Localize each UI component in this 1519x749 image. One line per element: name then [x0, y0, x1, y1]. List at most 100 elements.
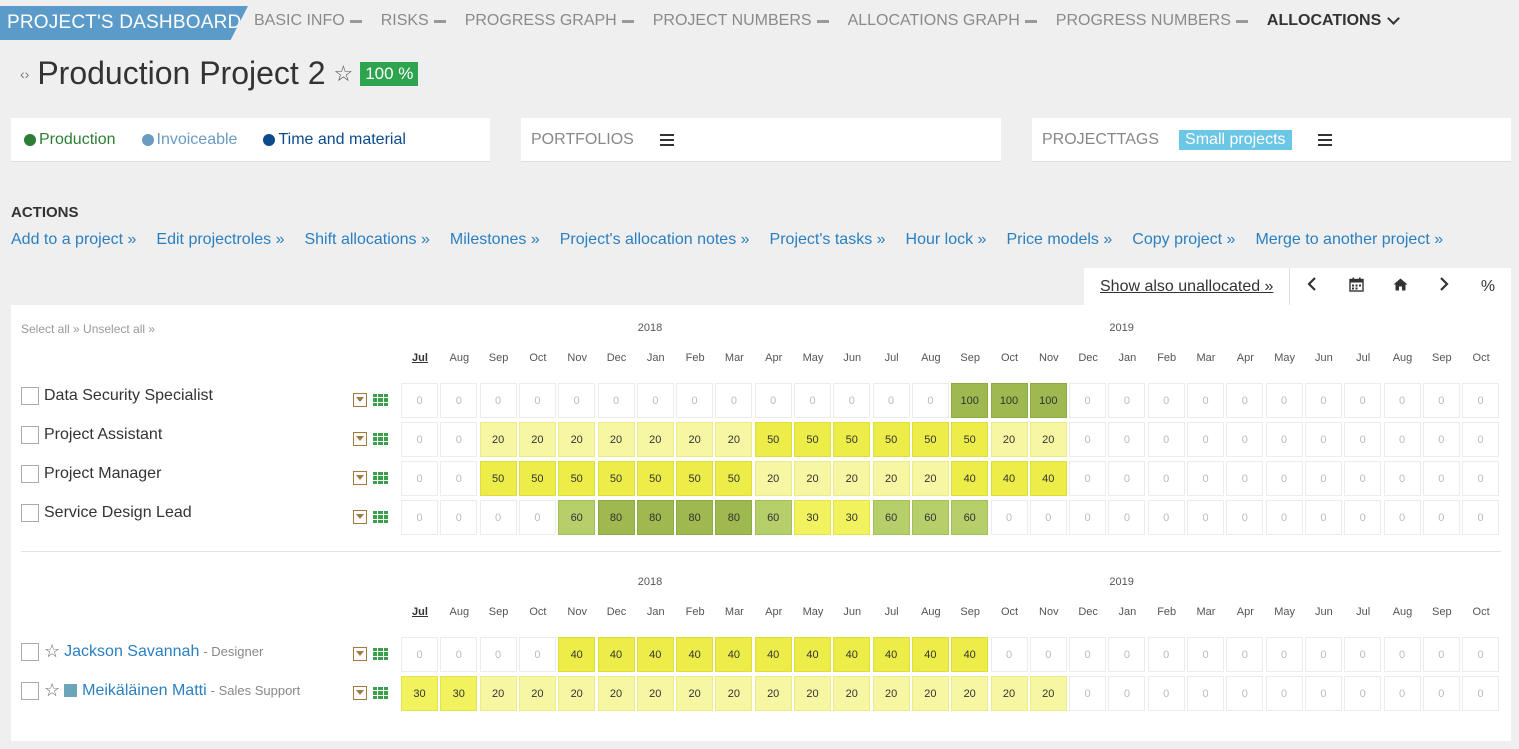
- allocation-cell[interactable]: 0: [401, 637, 438, 672]
- tab-basic-info[interactable]: BASIC INFO: [254, 12, 362, 30]
- allocation-cell[interactable]: 20: [597, 422, 635, 457]
- grid-view-icon[interactable]: [373, 394, 388, 406]
- allocation-cell[interactable]: 20: [911, 461, 949, 496]
- next-period-icon[interactable]: [1422, 277, 1466, 296]
- allocation-cell[interactable]: 0: [1029, 500, 1067, 535]
- allocation-cell[interactable]: 20: [754, 461, 792, 496]
- tab-risks[interactable]: RISKS: [381, 12, 446, 30]
- allocation-cell[interactable]: 0: [1344, 422, 1382, 457]
- tab-progress-graph[interactable]: PROGRESS GRAPH: [465, 12, 634, 30]
- allocation-cell[interactable]: 0: [1108, 383, 1146, 418]
- action-link[interactable]: Project's allocation notes »: [559, 231, 750, 248]
- role-checkbox[interactable]: [21, 504, 39, 522]
- allocation-cell[interactable]: 0: [1069, 637, 1107, 672]
- allocation-cell[interactable]: 0: [794, 383, 831, 418]
- allocation-cell[interactable]: 0: [1147, 422, 1185, 457]
- allocation-cell[interactable]: 0: [1344, 500, 1382, 535]
- allocation-cell[interactable]: 40: [951, 461, 989, 496]
- allocation-cell[interactable]: 20: [676, 422, 714, 457]
- allocation-cell[interactable]: 20: [1029, 422, 1067, 457]
- allocation-cell[interactable]: 0: [401, 500, 438, 535]
- allocation-cell[interactable]: 0: [1462, 422, 1500, 457]
- allocation-cell[interactable]: 0: [1029, 637, 1067, 672]
- allocation-cell[interactable]: 0: [1422, 500, 1460, 535]
- allocation-cell[interactable]: 20: [715, 422, 753, 457]
- allocation-cell[interactable]: 0: [1226, 676, 1264, 711]
- action-link[interactable]: Milestones »: [449, 231, 540, 248]
- tab-allocations[interactable]: ALLOCATIONS: [1267, 12, 1401, 30]
- allocation-cell[interactable]: 0: [1422, 676, 1460, 711]
- allocation-cell[interactable]: 0: [1187, 383, 1224, 418]
- allocation-cell[interactable]: 0: [1304, 500, 1342, 535]
- star-icon[interactable]: ☆: [44, 680, 61, 700]
- allocation-cell[interactable]: 20: [518, 422, 556, 457]
- allocation-cell[interactable]: 50: [715, 461, 753, 496]
- allocation-cell[interactable]: 0: [1383, 500, 1421, 535]
- projecttag-badge[interactable]: Small projects: [1179, 129, 1292, 150]
- action-link[interactable]: Merge to another project »: [1255, 231, 1444, 248]
- allocation-cell[interactable]: 50: [479, 461, 517, 496]
- action-link[interactable]: Hour lock »: [905, 231, 987, 248]
- allocation-cell[interactable]: 0: [1187, 676, 1224, 711]
- person-checkbox[interactable]: [21, 681, 39, 700]
- grid-view-icon[interactable]: [373, 511, 388, 523]
- allocation-cell[interactable]: 20: [479, 676, 517, 711]
- allocation-cell[interactable]: 0: [1265, 637, 1303, 672]
- expand-dropdown-icon[interactable]: [353, 686, 367, 700]
- allocation-cell[interactable]: 0: [1422, 422, 1460, 457]
- allocation-cell[interactable]: 50: [833, 422, 871, 457]
- allocation-cell[interactable]: 60: [754, 500, 792, 535]
- allocation-cell[interactable]: 0: [715, 383, 753, 418]
- expand-dropdown-icon[interactable]: [353, 647, 367, 661]
- allocation-cell[interactable]: 0: [1422, 461, 1460, 496]
- action-link[interactable]: Price models »: [1006, 231, 1113, 248]
- allocation-cell[interactable]: 0: [1383, 461, 1421, 496]
- expand-dropdown-icon[interactable]: [353, 471, 367, 485]
- allocation-cell[interactable]: 40: [597, 637, 635, 672]
- allocation-cell[interactable]: 0: [597, 383, 635, 418]
- allocation-cell[interactable]: 0: [1462, 637, 1500, 672]
- allocation-cell[interactable]: 20: [715, 676, 753, 711]
- allocation-cell[interactable]: 0: [440, 637, 478, 672]
- allocation-cell[interactable]: 0: [1462, 500, 1500, 535]
- allocation-cell[interactable]: 40: [676, 637, 714, 672]
- allocation-cell[interactable]: 40: [1029, 461, 1067, 496]
- allocation-cell[interactable]: 100: [951, 383, 989, 418]
- allocation-cell[interactable]: 60: [558, 500, 596, 535]
- allocation-cell[interactable]: 0: [1147, 500, 1185, 535]
- allocation-cell[interactable]: 50: [676, 461, 714, 496]
- allocation-cell[interactable]: 50: [872, 422, 910, 457]
- allocation-cell[interactable]: 30: [794, 500, 831, 535]
- allocation-cell[interactable]: 20: [754, 676, 792, 711]
- allocation-cell[interactable]: 20: [636, 676, 674, 711]
- allocation-cell[interactable]: 40: [794, 637, 831, 672]
- allocation-cell[interactable]: 40: [558, 637, 596, 672]
- allocation-cell[interactable]: 0: [1069, 383, 1107, 418]
- allocation-cell[interactable]: 20: [872, 676, 910, 711]
- allocation-cell[interactable]: 0: [1226, 461, 1264, 496]
- tab-progress-numbers[interactable]: PROGRESS NUMBERS: [1056, 12, 1248, 30]
- allocation-cell[interactable]: 0: [1108, 422, 1146, 457]
- allocation-cell[interactable]: 30: [833, 500, 871, 535]
- allocation-cell[interactable]: 40: [872, 637, 910, 672]
- allocation-cell[interactable]: 0: [1108, 637, 1146, 672]
- allocation-cell[interactable]: 0: [479, 500, 517, 535]
- favorite-star-icon[interactable]: ☆: [333, 60, 354, 86]
- allocation-cell[interactable]: 0: [636, 383, 674, 418]
- action-link[interactable]: Edit projectroles »: [156, 231, 285, 248]
- role-checkbox[interactable]: [21, 387, 39, 405]
- allocation-cell[interactable]: 40: [715, 637, 753, 672]
- allocation-cell[interactable]: 0: [1187, 637, 1224, 672]
- allocation-cell[interactable]: 20: [911, 676, 949, 711]
- expand-dropdown-icon[interactable]: [353, 510, 367, 524]
- allocation-cell[interactable]: 0: [1462, 461, 1500, 496]
- allocation-cell[interactable]: 20: [872, 461, 910, 496]
- home-icon[interactable]: [1378, 278, 1422, 296]
- allocation-cell[interactable]: 40: [833, 637, 871, 672]
- allocation-cell[interactable]: 0: [1147, 461, 1185, 496]
- allocation-cell[interactable]: 0: [1069, 422, 1107, 457]
- allocation-cell[interactable]: 20: [558, 422, 596, 457]
- allocation-cell[interactable]: 80: [636, 500, 674, 535]
- allocation-cell[interactable]: 0: [990, 500, 1028, 535]
- grid-view-icon[interactable]: [373, 472, 388, 484]
